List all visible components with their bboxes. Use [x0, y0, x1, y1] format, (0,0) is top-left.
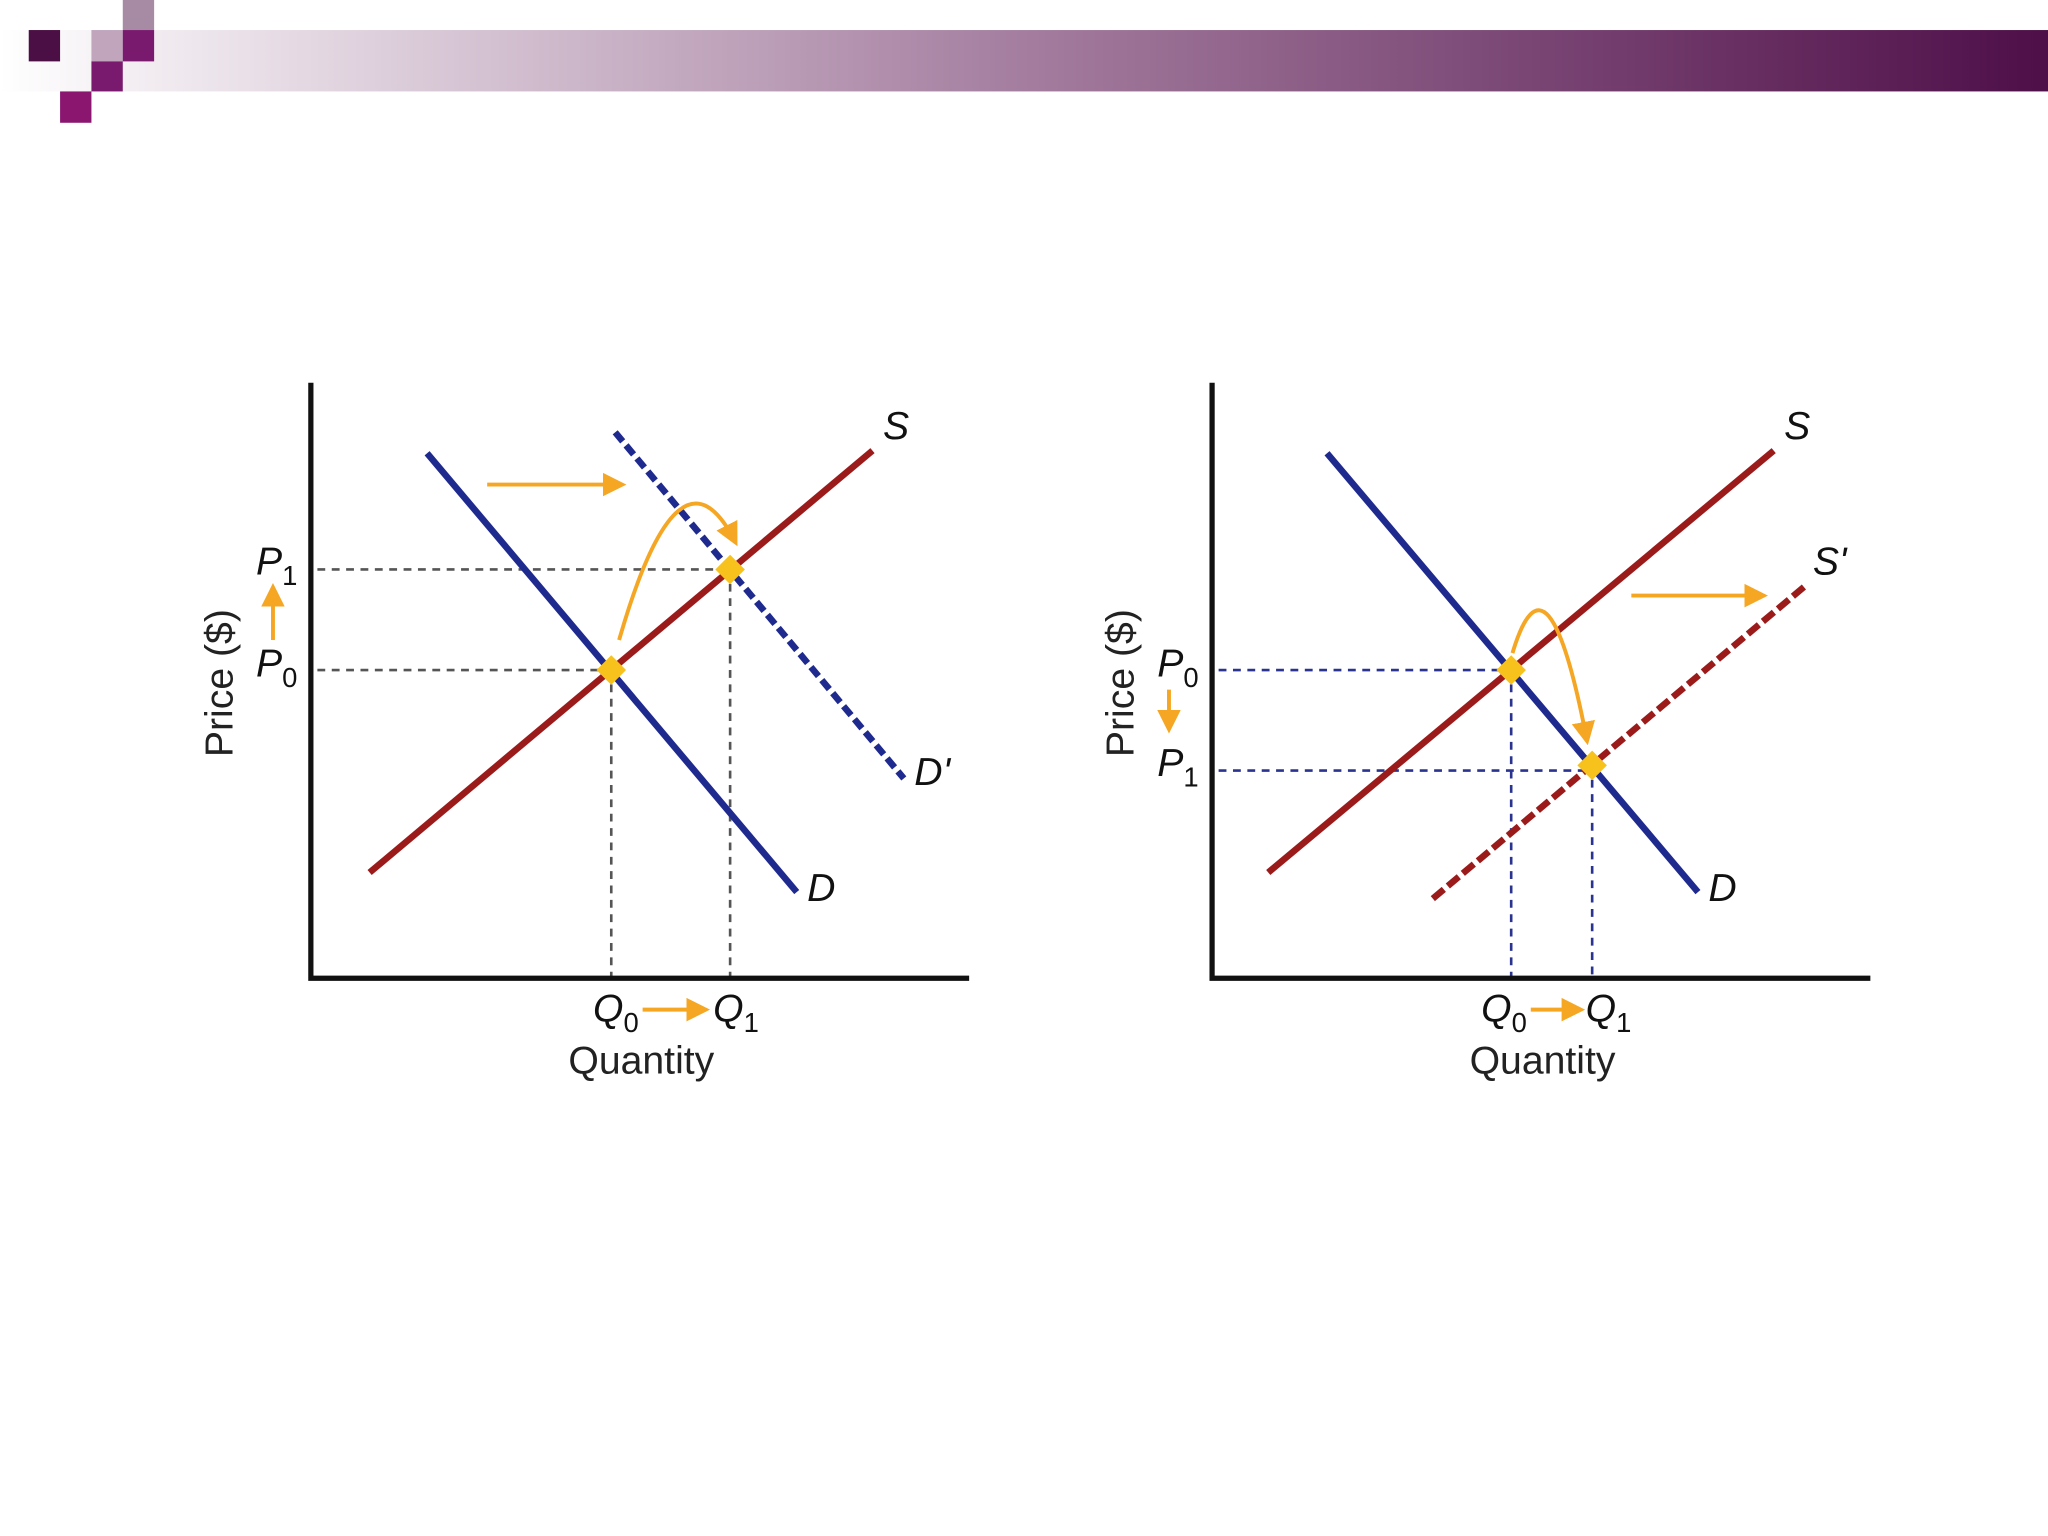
- diagram-demand-shift: S D D' P1 P0 Q0 Q1 Quantity Price ($): [198, 382, 970, 1083]
- diagram-supply-shift: S D S' P0 P1 Q0 Q1 Quantity Price ($): [1100, 382, 1871, 1083]
- label: D: [1708, 867, 1736, 910]
- quantity-label: Q0: [1481, 987, 1527, 1037]
- price-label: P0: [1157, 643, 1198, 693]
- price-label: P1: [256, 541, 297, 591]
- quantity-label: Q1: [713, 987, 759, 1037]
- move-arrow: [1510, 608, 1595, 746]
- square: [122, 0, 155, 31]
- square: [60, 91, 92, 123]
- header: [0, 0, 2048, 123]
- quantity-label: Q0: [593, 987, 639, 1037]
- label: D: [807, 867, 835, 910]
- supply-curve: [1266, 448, 1776, 875]
- header-bar: [0, 30, 2048, 92]
- square: [91, 61, 123, 92]
- shifted-supply-curve: [1430, 581, 1810, 902]
- equilibrium: [715, 554, 745, 585]
- label: S: [1784, 405, 1810, 448]
- equilibrium: [1577, 750, 1607, 781]
- supply-curve: [367, 448, 875, 875]
- label: D': [914, 751, 951, 794]
- equilibrium: [596, 655, 627, 685]
- y-axis-label: Price ($): [1100, 609, 1143, 757]
- axes: [1209, 382, 1871, 981]
- y-axis-label: Price ($): [198, 609, 241, 757]
- square: [122, 30, 155, 62]
- quantity-label: Q1: [1586, 987, 1632, 1037]
- equilibrium: [1496, 655, 1526, 685]
- x-axis-label: Quantity: [1470, 1040, 1616, 1083]
- square: [28, 30, 61, 62]
- price-label: P0: [256, 643, 297, 693]
- price-label: P1: [1157, 742, 1198, 792]
- shifted-demand-curve: [612, 430, 907, 781]
- label: S': [1813, 541, 1848, 584]
- label: S: [883, 405, 909, 448]
- x-axis-label: Quantity: [568, 1040, 714, 1083]
- axes: [308, 382, 970, 981]
- square: [91, 30, 123, 62]
- move-arrow: [617, 501, 738, 641]
